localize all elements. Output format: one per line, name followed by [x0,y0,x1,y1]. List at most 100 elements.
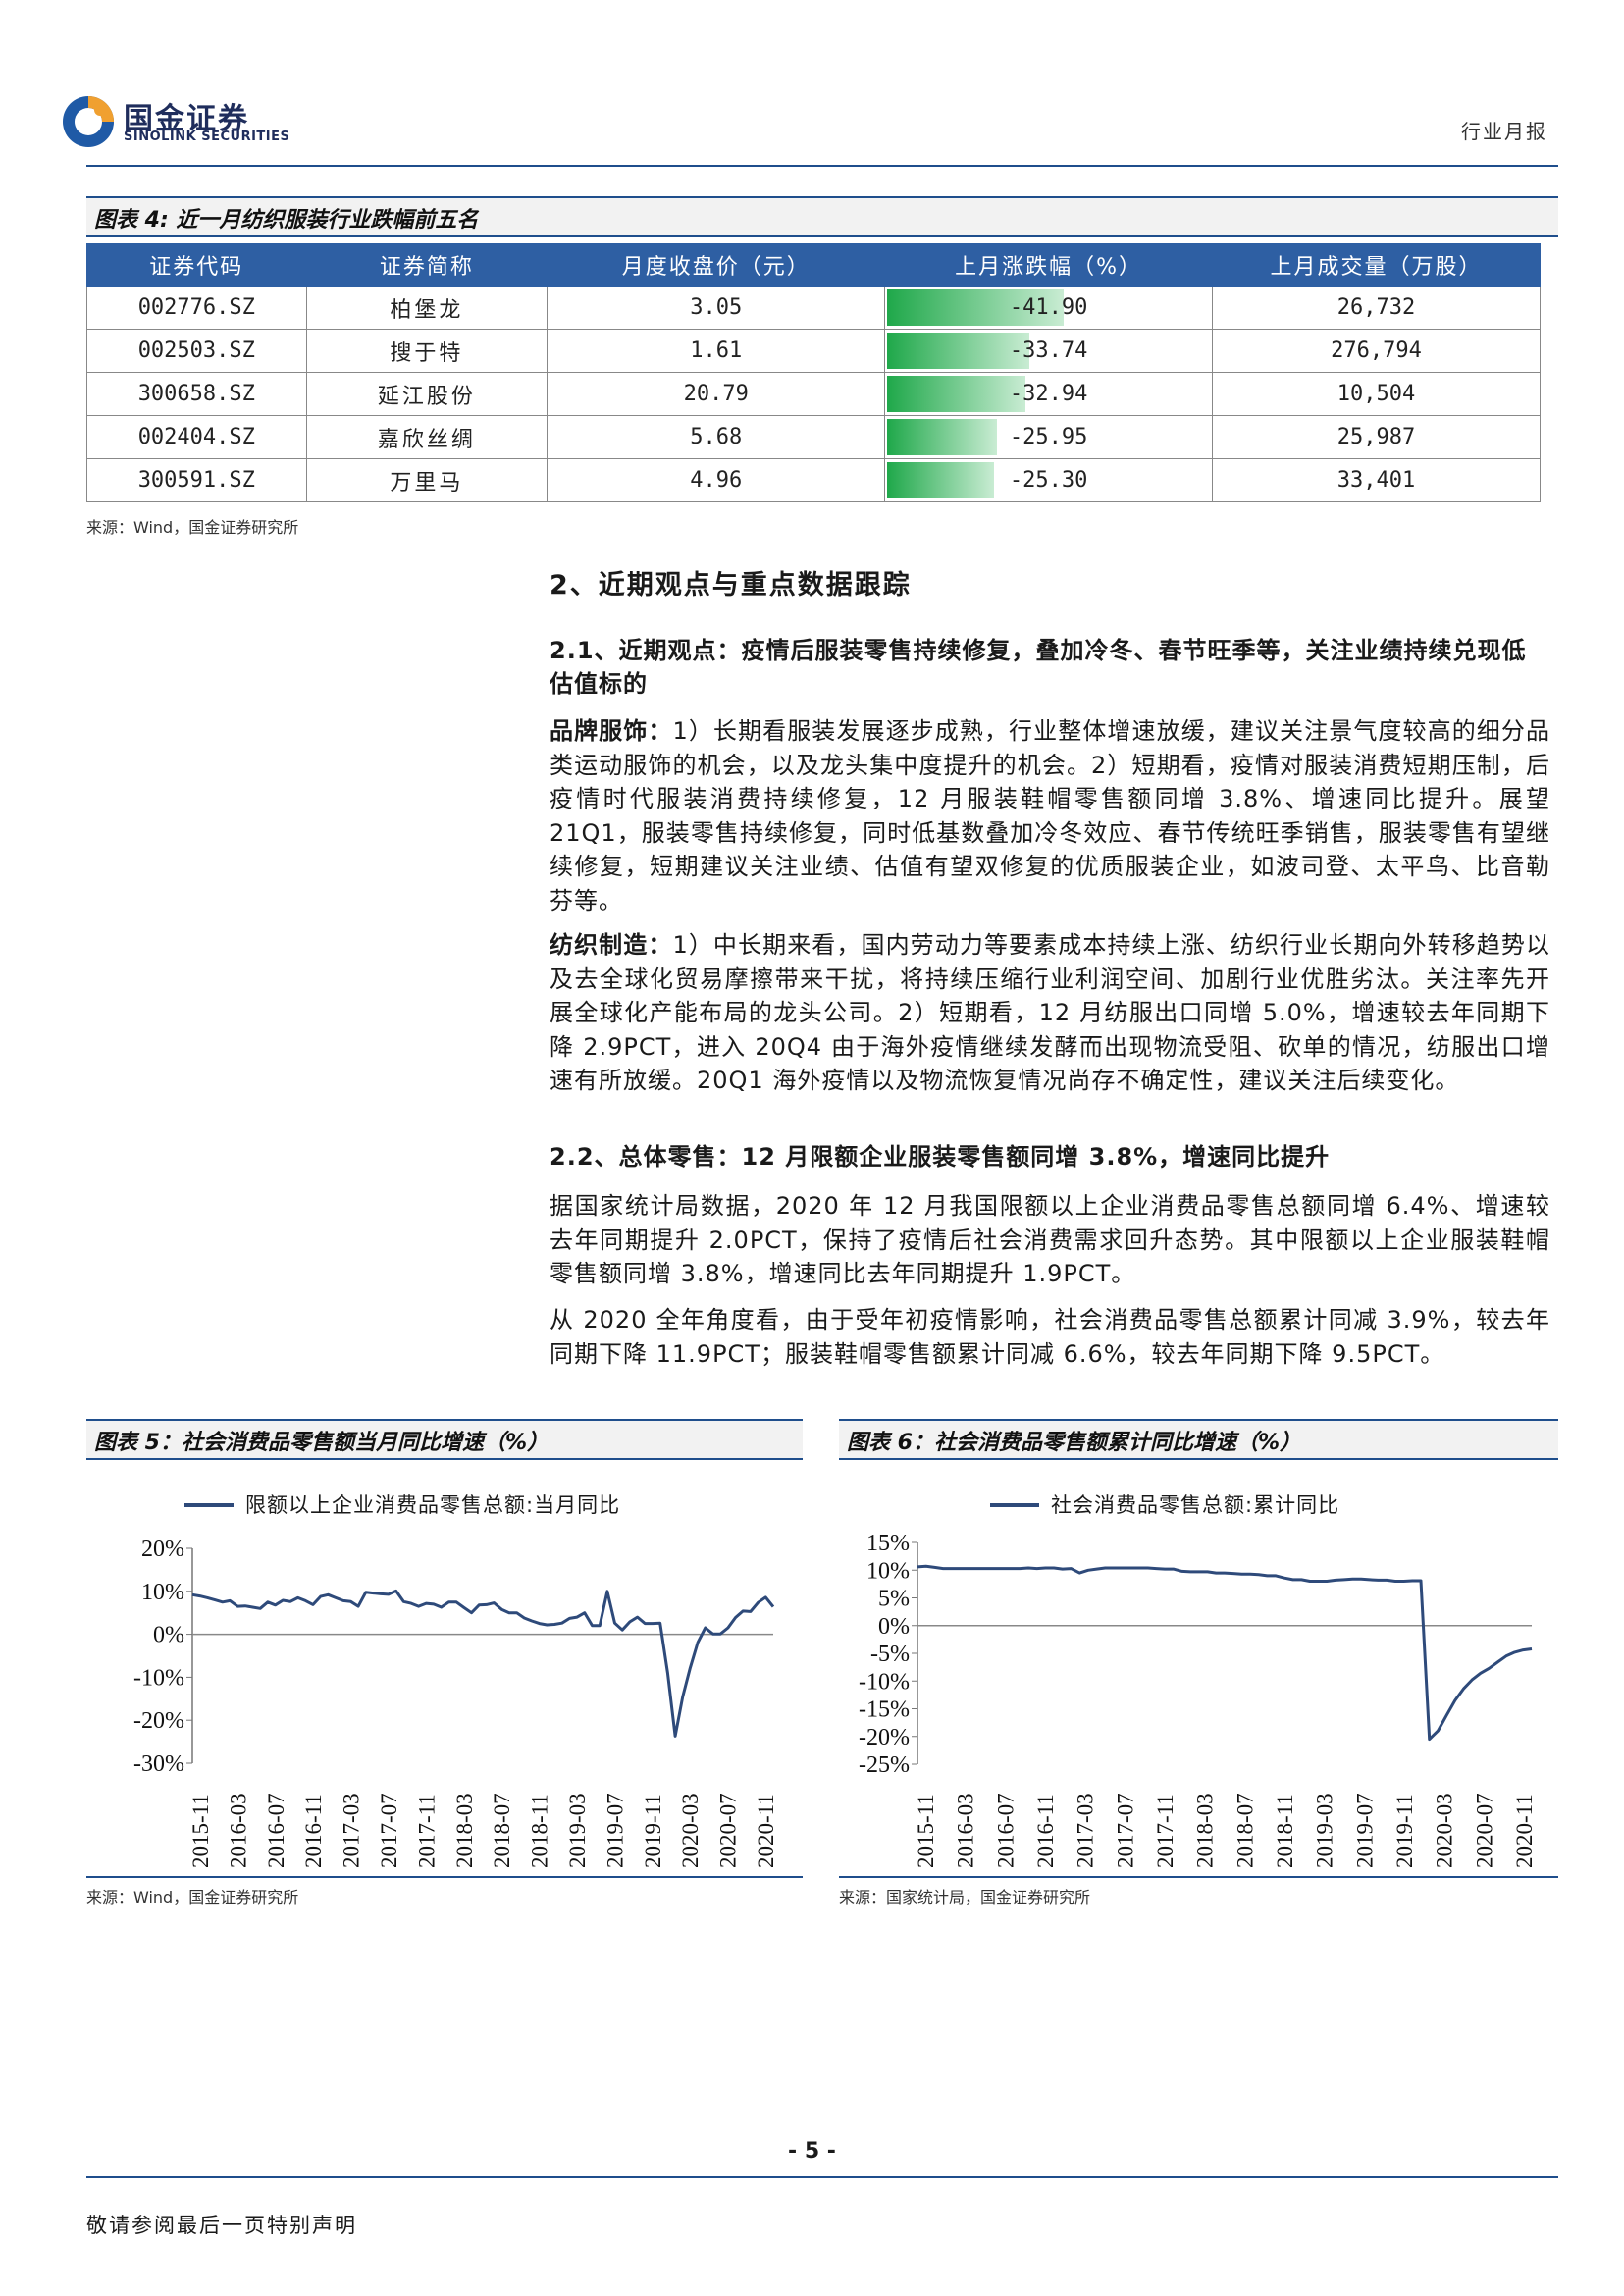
x-tick-label: 2018-07 [490,1793,514,1868]
table-row: 002503.SZ 搜于特 1.61 -33.74 276,794 [86,329,1541,373]
brand-text: 1）长期看服装发展逐步成熟，行业整体增速放缓，建议关注景气度较高的细分品类运动服… [550,717,1550,914]
cell-code: 300658.SZ [86,372,307,416]
cell-change: -41.90 [884,286,1214,330]
y-tick-label: -30% [133,1751,184,1777]
change-value: -32.94 [1009,382,1088,406]
y-tick-label: 15% [866,1531,910,1556]
x-tick-label: 2018-07 [1232,1793,1257,1868]
x-tick-label: 2019-11 [1392,1794,1417,1868]
x-tick-label: 2019-03 [1313,1793,1337,1868]
y-tick-label: -25% [859,1752,910,1778]
cell-name: 柏堡龙 [305,286,549,330]
series-line [917,1564,1533,1742]
x-tick-label: 2020-11 [1512,1794,1537,1868]
footer-disclaimer: 敬请参阅最后一页特别声明 [86,2214,357,2237]
y-tick-label: -15% [859,1697,910,1723]
x-tick-label: 2020-07 [716,1793,741,1868]
change-databar [887,462,994,498]
table4-caption-bar: 图表 4: 近一月纺织服装行业跌幅前五名 [86,196,1558,237]
paragraph-retail-1: 据国家统计局数据，2020 年 12 月我国限额以上企业消费品零售总额同增 6.… [550,1192,1550,1288]
x-tick-label: 2019-03 [565,1793,590,1868]
table-header-row: 证券代码 证券简称 月度收盘价（元） 上月涨跌幅（%） 上月成交量（万股） [86,243,1541,287]
y-tick-label: 10% [141,1580,184,1605]
x-tick-label: 2017-07 [377,1793,401,1868]
cell-code: 002503.SZ [86,329,307,373]
y-tick-label: -20% [133,1708,184,1734]
y-tick-label: -10% [859,1669,910,1695]
y-tick-label: -20% [859,1725,910,1750]
change-value: -41.90 [1009,295,1088,320]
fig6-legend-label: 社会消费品零售总额:累计同比 [1051,1493,1340,1517]
y-tick-label: 10% [866,1558,910,1584]
col-header-name: 证券简称 [305,243,549,287]
x-tick-label: 2020-11 [754,1794,778,1868]
table4-caption: 图表 4: 近一月纺织服装行业跌幅前五名 [94,208,479,233]
x-tick-label: 2018-11 [1273,1794,1297,1868]
table-row: 002776.SZ 柏堡龙 3.05 -41.90 26,732 [86,286,1541,330]
subsection-title-2-1: 2.1、近期观点：疫情后服装零售持续修复，叠加冷冬、春节旺季等，关注业绩持续兑现… [550,637,1527,698]
cell-volume: 25,987 [1212,415,1541,459]
x-tick-label: 2016-07 [264,1793,288,1868]
x-tick-label: 2019-11 [641,1794,665,1868]
x-tick-label: 2019-07 [1352,1793,1377,1868]
paragraph-brand: 品牌服饰：1）长期看服装发展逐步成熟，行业整体增速放缓，建议关注景气度较高的细分… [550,714,1550,918]
change-databar [887,419,997,455]
fig5-source: 来源：Wind，国金证券研究所 [86,1888,299,1906]
cell-code: 300591.SZ [86,458,307,502]
fig5-caption: 图表 5：社会消费品零售额当月同比增速（%） [94,1431,550,1455]
fig6-chart: 社会消费品零售总额:累计同比 15% 10% 5% 0% -5% -10% -15% -20%… [839,1464,1558,1876]
fig6-caption-bar: 图表 6：社会消费品零售额累计同比增速（%） [839,1419,1558,1460]
textile-label: 纺织制造： [550,931,673,959]
logo-name-en: SINOLINK SECURITIES [124,130,290,144]
cell-volume: 10,504 [1212,372,1541,416]
table4-source: 来源：Wind，国金证券研究所 [86,518,299,537]
fig6-legend-swatch [990,1503,1039,1507]
change-value: -25.95 [1009,425,1088,449]
textile-text: 1）中长期来看，国内劳动力等要素成本持续上涨、纺织行业长期向外转移趋势以及去全球… [550,931,1550,1095]
fig5-caption-bar: 图表 5：社会消费品零售额当月同比增速（%） [86,1419,803,1460]
fig6-caption: 图表 6：社会消费品零售额累计同比增速（%） [847,1431,1302,1455]
x-tick-label: 2018-11 [528,1794,552,1868]
x-tick-label: 2017-03 [340,1793,364,1868]
cell-change: -25.95 [884,415,1214,459]
x-tick-label: 2019-07 [602,1793,627,1868]
cell-name: 搜于特 [305,329,549,373]
section-title: 2、近期观点与重点数据跟踪 [550,570,912,600]
change-databar [887,376,1026,412]
x-tick-label: 2016-03 [954,1793,978,1868]
table-row: 002404.SZ 嘉欣丝绸 5.68 -25.95 25,987 [86,415,1541,459]
cell-volume: 33,401 [1212,458,1541,502]
x-tick-label: 2015-11 [914,1794,938,1868]
fig5-legend-label: 限额以上企业消费品零售总额:当月同比 [245,1493,621,1517]
x-tick-label: 2017-03 [1074,1793,1098,1868]
cell-change: -33.74 [884,329,1214,373]
cell-close: 1.61 [547,329,886,373]
x-tick-label: 2016-11 [301,1794,326,1868]
series-line [191,1589,775,1738]
x-tick-label: 2020-03 [1433,1793,1457,1868]
decline-top5-table: 证券代码 证券简称 月度收盘价（元） 上月涨跌幅（%） 上月成交量（万股） 00… [86,243,1541,502]
col-header-volume: 上月成交量（万股） [1212,243,1541,287]
col-header-close: 月度收盘价（元） [547,243,886,287]
cell-change: -32.94 [884,372,1214,416]
table-row: 300591.SZ 万里马 4.96 -25.30 33,401 [86,458,1541,502]
fig5-chart: 限额以上企业消费品零售总额:当月同比 20% 10% 0% -10% -20% -30% 2… [86,1464,803,1876]
fig5-legend-swatch [184,1503,234,1507]
cell-close: 3.05 [547,286,886,330]
cell-volume: 26,732 [1212,286,1541,330]
y-tick-label: 5% [878,1587,910,1612]
change-value: -25.30 [1009,468,1088,493]
y-tick-label: -5% [870,1642,910,1667]
change-databar [887,333,1029,369]
subsection-title-2-2: 2.2、总体零售：12 月限额企业服装零售额同增 3.8%，增速同比提升 [550,1143,1331,1171]
footer-rule [86,2176,1558,2178]
x-tick-label: 2020-07 [1472,1793,1496,1868]
col-header-change: 上月涨跌幅（%） [884,243,1214,287]
header-rule [86,165,1558,167]
table-row: 300658.SZ 延江股份 20.79 -32.94 10,504 [86,372,1541,416]
cell-close: 5.68 [547,415,886,459]
x-tick-label: 2018-03 [1193,1793,1218,1868]
logo: 国金证券 SINOLINK SECURITIES [61,90,296,151]
cell-volume: 276,794 [1212,329,1541,373]
change-databar [887,289,1064,326]
